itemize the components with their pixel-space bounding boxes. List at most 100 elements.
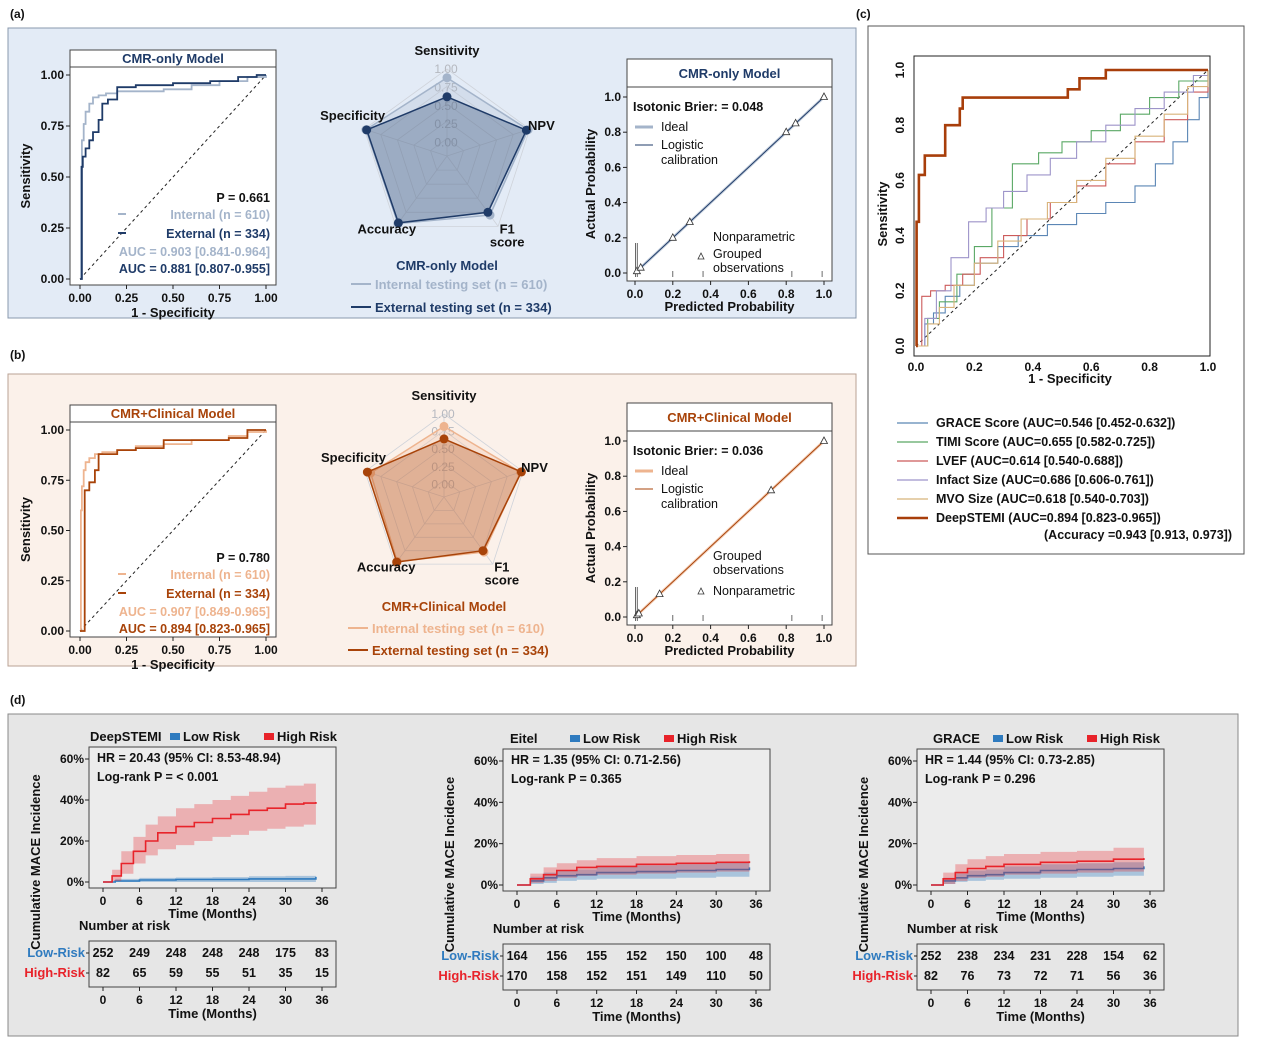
d-km-3-series-high-line	[931, 858, 1145, 886]
b-roc-group: CMR+Clinical Model 0.00 0.25 0.50 0.75 1.00 0.…	[18, 404, 278, 672]
d-km-1-legend-high-swatch	[264, 733, 274, 740]
d-km-2-xtick-label: 6	[553, 897, 560, 911]
d-km-2-risk-cell: 158	[546, 969, 567, 983]
d-km-1-xtick-label: 0	[100, 894, 107, 908]
a-radar-series-internal-point	[442, 73, 452, 83]
b-radar-series-external-point	[392, 557, 402, 567]
c-roc-series-infarct-size-line	[916, 70, 1209, 347]
b-cal-legend-grouped: Grouped	[713, 549, 762, 563]
b-roc-xlabel: 1 - Specificity	[131, 657, 216, 672]
a-cal-ylabel: Actual Probability	[583, 128, 598, 239]
a-roc-diagonal	[79, 74, 267, 280]
c-roc-xtick-label: 1.0	[1200, 360, 1217, 374]
b-radar-legend-external: External testing set (n = 334)	[372, 643, 549, 658]
c-roc-series-deepstemi-line	[915, 68, 1208, 348]
a-roc-xtick-label: 0.75	[208, 291, 232, 305]
b-radar-grid-ring	[411, 463, 477, 525]
b-cal-legend-ideal: Ideal	[661, 464, 688, 478]
a-cal-xtick-label: 0.0	[627, 287, 644, 301]
d-km-3-risk-xtick-label: 36	[1143, 996, 1157, 1010]
d-km-3-ytick-label: 40%	[888, 795, 912, 809]
d-km-2-risk-cell: 164	[507, 949, 528, 963]
d-km-3-risk-xtick-label: 18	[1034, 996, 1048, 1010]
d-km-2-risk-cell: 150	[666, 949, 687, 963]
d-km-2-xtick-label: 0	[514, 897, 521, 911]
d-km-2-risk-row-label: High-Risk	[438, 968, 499, 983]
b-radar-axis-label: Specificity	[321, 450, 387, 465]
b-cal-grouped-observation	[655, 589, 664, 597]
b-radar-grid-ring	[380, 430, 508, 552]
b-cal-grouped-observation	[819, 436, 829, 444]
d-km-3-risk-xtick-label: 6	[964, 996, 971, 1010]
d-km-3-ylabel: Cumulative MACE Incidence	[856, 777, 871, 953]
b-radar-grid-ring	[396, 446, 492, 538]
d-km-1-risk-cell: 15	[315, 966, 329, 980]
d-km-3-risk-cell: 252	[921, 949, 942, 963]
a-roc-xtick-label: 1.00	[254, 291, 278, 305]
a-radar-axis-label: Specificity	[320, 108, 386, 123]
d-km-2-legend-low: Low Risk	[583, 731, 641, 746]
a-roc-series-external-line	[80, 74, 266, 280]
d-km-1-risk-xtick-label: 18	[206, 993, 220, 1007]
d-km-2-logrank: Log-rank P = 0.365	[511, 772, 622, 786]
a-roc-group: CMR-only Model 0.00 0.25 0.50 0.75 1.00 0.00 0.…	[18, 49, 278, 320]
d-km-2-legend-high-swatch	[664, 735, 674, 742]
a-radar-legend-external: External testing set (n = 334)	[375, 300, 552, 315]
d-km-1-risk-cell: 55	[206, 966, 220, 980]
a-cal-xtick-label: 0.2	[664, 287, 681, 301]
d-km-3-risk-cell: 154	[1103, 949, 1124, 963]
d-km-2-legend-title: Eitel	[510, 731, 537, 746]
a-cal-ytick-label: 0.4	[604, 196, 621, 210]
d-km-3-risk-cell: 62	[1143, 949, 1157, 963]
b-cal-legend-logistic-2: calibration	[661, 497, 718, 511]
a-radar-grid-ring	[363, 68, 531, 227]
d-km-3-series-high-ci-band	[931, 845, 1144, 885]
a-cal-grouped-observation	[819, 92, 829, 100]
b-radar-series-internal-point	[439, 421, 449, 431]
c-roc-series-mvo-size-line	[916, 70, 1209, 347]
a-radar-series-external-point	[442, 92, 452, 102]
b-cal-legend-grouped-2: observations	[713, 563, 784, 577]
d-km-2-risk-xlabel: Time (Months)	[592, 1009, 681, 1024]
b-cal-ytick-label: 0.8	[604, 469, 621, 483]
axis-label-line: score	[484, 572, 519, 587]
d-km-2-series-high-line	[517, 861, 751, 886]
d-km-3-risk-cell: 72	[1034, 969, 1048, 983]
a-radar-ring-label: 1.00	[434, 62, 458, 76]
a-roc-ylabel: Sensitivity	[18, 143, 33, 209]
d-km-3-ytick-label: 0%	[895, 878, 913, 892]
d-km-1-legend-low: Low Risk	[183, 729, 241, 744]
b-radar-ring-label: 0.25	[431, 460, 455, 474]
d-km-2-risk-xtick-label: 6	[553, 996, 560, 1010]
b-radar-axis-label: F1 score	[484, 559, 519, 587]
d-km-1-risk-cell: 248	[239, 946, 260, 960]
b-radar-ring-label: 0.00	[431, 477, 455, 491]
d-km-1-legend-high: High Risk	[277, 729, 338, 744]
a-radar-group: 1.00 0.75 0.50 0.25 0.00 Sensitivity NPV F1 scor…	[320, 43, 555, 315]
b-radar-series-external-point	[478, 546, 488, 556]
c-roc-xlabel: 1 - Specificity	[1028, 371, 1113, 386]
d-km-3-hr: HR = 1.44 (95% CI: 0.73-2.85)	[925, 753, 1095, 767]
d-km-3-risk-cell: 71	[1070, 969, 1084, 983]
d-km-1-ytick-label: 20%	[60, 834, 84, 848]
c-roc-frame	[913, 55, 1211, 357]
d-km-1-xtick-label: 24	[242, 894, 256, 908]
b-radar-grid-spoke	[394, 496, 445, 565]
a-radar-series-external-point	[393, 218, 403, 228]
d-km-2-risk-xtick-label: 30	[709, 996, 723, 1010]
d-km-3-xtick-label: 6	[964, 897, 971, 911]
b-roc-ytick-label: 0.00	[41, 624, 65, 638]
d-km-1-series-low-line	[103, 876, 317, 883]
a-roc-xtick-label: 0.00	[68, 291, 92, 305]
d-km-1-risk-xtick-label: 36	[315, 993, 329, 1007]
a-radar-title: CMR-only Model	[396, 258, 498, 273]
d-km-2-risk-cell: 152	[586, 969, 607, 983]
a-cal-ytick-label: 0.6	[604, 160, 621, 174]
a-cal-grouped-observation	[685, 217, 694, 225]
a-cal-grouped-observation	[782, 127, 791, 136]
a-roc-xlabel: 1 - Specificity	[131, 305, 216, 320]
b-cal-frame	[626, 402, 833, 626]
b-radar-series-external-area	[366, 438, 523, 563]
b-roc-ytick-label: 0.50	[41, 524, 65, 538]
